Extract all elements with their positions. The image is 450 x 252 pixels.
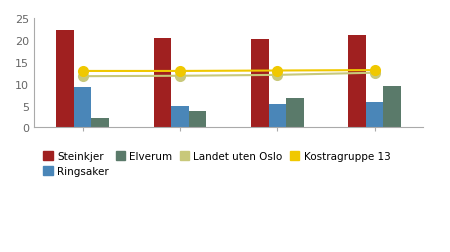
Bar bbox=[286, 99, 304, 128]
Legend: Steinkjer, Ringsaker, Elverum, Landet uten Oslo, Kostragruppe 13: Steinkjer, Ringsaker, Elverum, Landet ut… bbox=[39, 147, 395, 181]
Bar bbox=[171, 107, 189, 128]
Bar bbox=[366, 102, 383, 128]
Bar bbox=[154, 39, 171, 128]
Bar bbox=[348, 36, 366, 128]
Bar bbox=[74, 88, 91, 128]
Bar bbox=[189, 111, 206, 128]
Bar bbox=[56, 31, 74, 128]
Bar bbox=[383, 87, 401, 128]
Bar bbox=[251, 40, 269, 128]
Bar bbox=[91, 118, 109, 128]
Bar bbox=[269, 105, 286, 128]
